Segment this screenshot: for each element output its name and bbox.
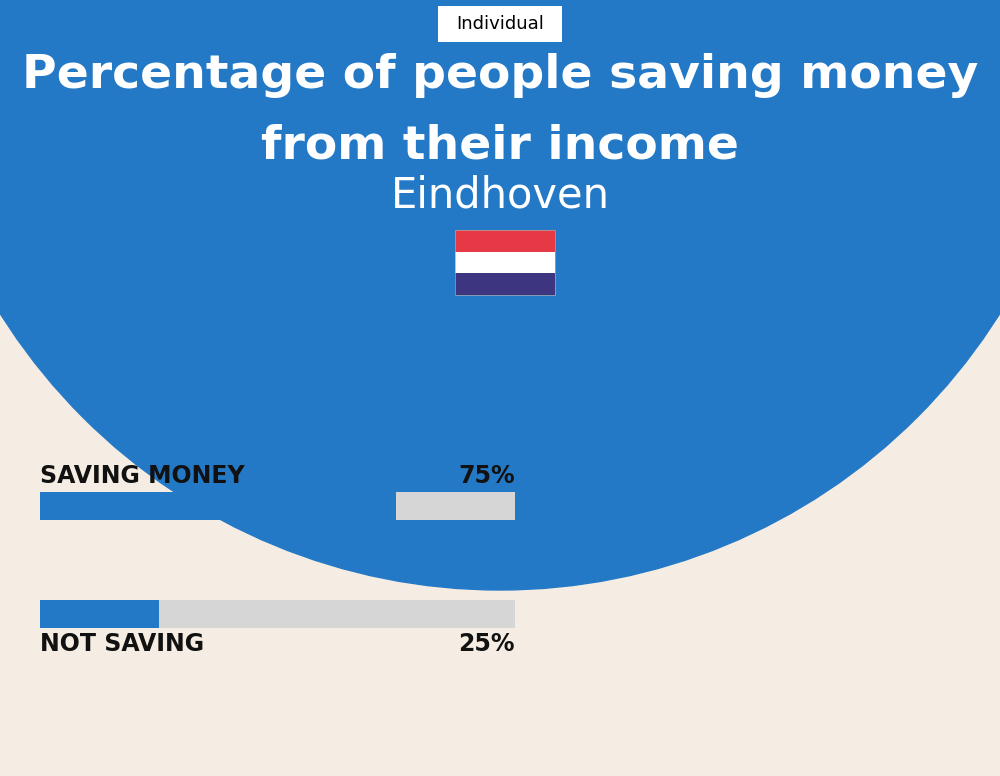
Bar	[455, 230, 555, 295]
Text: 75%: 75%	[458, 464, 515, 488]
Text: Percentage of people saving money: Percentage of people saving money	[22, 54, 978, 99]
Bar	[40, 492, 515, 520]
Bar	[40, 600, 159, 628]
Text: from their income: from their income	[261, 123, 739, 168]
Bar	[40, 492, 396, 520]
Text: 25%: 25%	[458, 632, 515, 656]
Text: Individual: Individual	[456, 15, 544, 33]
Text: Eindhoven: Eindhoven	[390, 175, 610, 217]
FancyBboxPatch shape	[438, 6, 562, 42]
Bar	[455, 273, 555, 295]
Circle shape	[0, 0, 1000, 590]
Bar	[455, 230, 555, 251]
Bar	[40, 600, 515, 628]
Text: SAVING MONEY: SAVING MONEY	[40, 464, 245, 488]
Bar	[455, 251, 555, 273]
Text: NOT SAVING: NOT SAVING	[40, 632, 204, 656]
